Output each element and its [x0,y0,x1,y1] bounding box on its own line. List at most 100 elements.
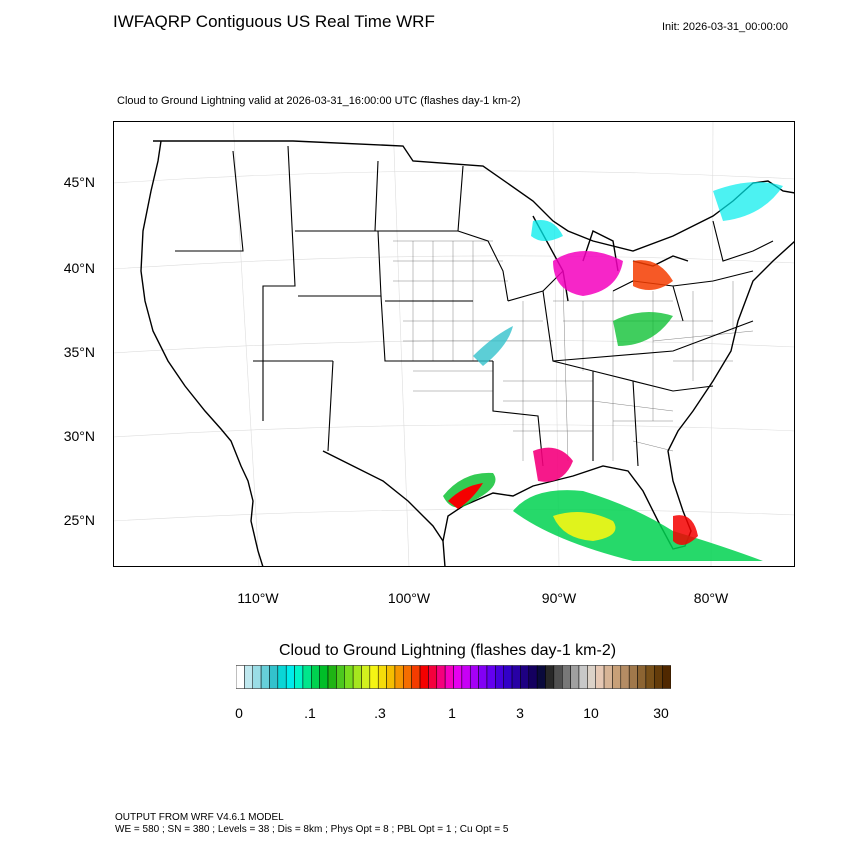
county-boundaries [393,240,754,462]
colorbar-title: Cloud to Ground Lightning (flashes day-1… [279,642,617,659]
colorbar-swatch [236,665,245,689]
state-line-12 [712,220,774,262]
colorbar-swatch [394,665,404,689]
colorbar-swatch [386,665,396,689]
florida-field [673,515,698,545]
colorbar [236,665,671,689]
colorbar-swatch [595,665,605,689]
colorbar-swatch [436,665,446,689]
great-lakes-field [553,251,623,296]
colorbar-swatch [637,665,647,689]
northeast-field [713,182,783,221]
colorbar-tick-label: 30 [653,705,669,721]
graticule-100w [392,121,410,567]
colorbar-swatch [244,665,253,689]
colorbar-swatch [403,665,412,689]
colorbar-swatch [511,665,521,689]
state-line-11 [612,270,754,322]
colorbar-tick-label: 1 [448,705,456,721]
colorbar-swatch [562,665,571,689]
colorbar-swatch [260,665,270,689]
colorbar-swatch [645,665,655,689]
colorbar-swatch [503,665,513,689]
colorbar-swatch [536,665,546,689]
kentucky-field [613,312,673,346]
graticule-30n [113,424,795,438]
footer-model-line: OUTPUT FROM WRF V4.6.1 MODEL [115,812,284,823]
mexico-border [322,450,444,542]
colorbar-swatch [411,665,421,689]
colorbar-swatch [570,665,580,689]
ohio-field [633,260,673,290]
colorbar-swatch [336,665,345,689]
colorbar-swatch [377,665,387,689]
colorbar-swatch [428,665,438,689]
colorbar-swatch [545,665,555,689]
map-frame [113,121,795,567]
colorbar-swatch [553,665,563,689]
graticule-80w [710,121,714,567]
colorbar-tick-label: 10 [583,705,599,721]
colorbar-swatch [294,665,304,689]
colorbar-swatch [352,665,362,689]
plot-subtitle: Cloud to Ground Lightning valid at 2026-… [117,95,521,107]
graticule-35n [113,339,795,354]
colorbar-swatch [520,665,530,689]
graticule [113,121,795,567]
colorbar-swatch [444,665,454,689]
state-line-6 [457,230,509,302]
oklahoma-field [473,326,513,366]
state-line-4 [374,160,493,362]
colorbar-swatch [528,665,538,689]
colorbar-swatch [344,665,354,689]
state-line-7 [492,361,544,467]
state-line-3 [295,230,382,297]
colorbar-swatch [327,665,337,689]
colorbar-swatch [277,665,287,689]
lat-label-25n: 25°N [63,512,95,528]
colorbar-swatch [252,665,262,689]
graticule-45n [113,170,795,184]
graticule-40n [113,255,795,270]
colorbar-swatch [319,665,329,689]
colorbar-swatch [461,665,471,689]
colorbar-tick-label: .1 [304,705,316,721]
colorbar-swatch [369,665,379,689]
colorbar-swatch [478,665,488,689]
colorbar-swatch [495,665,504,689]
plot-title: IWFAQRP Contiguous US Real Time WRF [113,12,435,31]
lon-label-100w: 100°W [387,590,431,606]
colorbar-tick-label: 3 [516,705,524,721]
colorbar-swatch [311,665,320,689]
colorbar-swatch [654,665,663,689]
colorbar-swatch [453,665,463,689]
lat-label-30n: 30°N [63,428,95,444]
lat-label-35n: 35°N [63,344,95,360]
colorbar-tick-label: 0 [235,705,243,721]
state-line-2 [262,145,296,421]
graticule-25n [113,508,795,522]
state-line-1 [175,150,244,252]
lightning-fields [443,182,783,561]
west-coast [140,140,264,567]
colorbar-swatch [419,665,429,689]
colorbar-swatch [302,665,312,689]
colorbar-swatch [285,665,295,689]
texas-coast-core [448,483,483,509]
colorbar-swatch [662,665,671,689]
lat-label-40n: 40°N [63,260,95,276]
state-line-13 [253,360,334,452]
colorbar-swatch [603,665,613,689]
colorbar-swatch [612,665,622,689]
colorbar-swatch [469,665,479,689]
init-time: Init: 2026-03-31_00:00:00 [662,21,788,33]
lon-label-80w: 80°W [693,590,729,606]
colorbar-tick-label: .3 [374,705,386,721]
gulf-lightning-field [513,490,763,561]
colorbar-swatch [361,665,371,689]
colorbar-swatch [620,665,630,689]
lat-label-45n: 45°N [63,174,95,190]
lon-label-110w: 110°W [237,590,279,606]
louisiana-field [533,447,573,482]
colorbar-swatch [269,665,279,689]
